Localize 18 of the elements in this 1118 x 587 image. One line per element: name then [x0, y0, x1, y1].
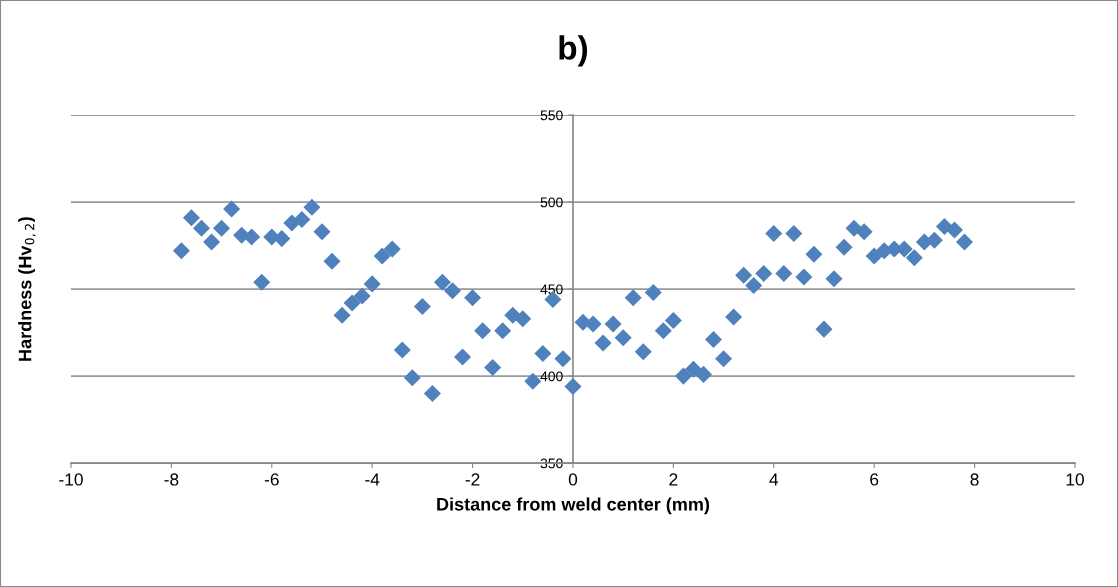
x-tick-label: -2: [465, 473, 480, 486]
y-tick-label: 450: [540, 284, 563, 295]
y-tick-label: 500: [540, 197, 563, 208]
x-tick-label: -10: [59, 473, 83, 486]
x-tick-label: -4: [365, 473, 380, 486]
x-tick-label: -6: [264, 473, 279, 486]
y-tick-label: 400: [540, 371, 563, 382]
x-tick-label: 0: [568, 473, 578, 486]
x-tick-label: 4: [769, 473, 779, 486]
x-axis-title: Distance from weld center (mm): [437, 497, 710, 515]
chart-title: b): [559, 35, 588, 67]
y-tick-label: 550: [540, 110, 563, 121]
x-tick-label: 2: [669, 473, 678, 486]
x-tick-label: 10: [1066, 473, 1084, 486]
y-axis-title: Hardness (Hv$_{0,2}$): [18, 217, 36, 361]
x-tick-label: 8: [970, 473, 979, 486]
x-tick-label: 6: [870, 473, 879, 486]
x-tick-label: -8: [164, 473, 179, 486]
